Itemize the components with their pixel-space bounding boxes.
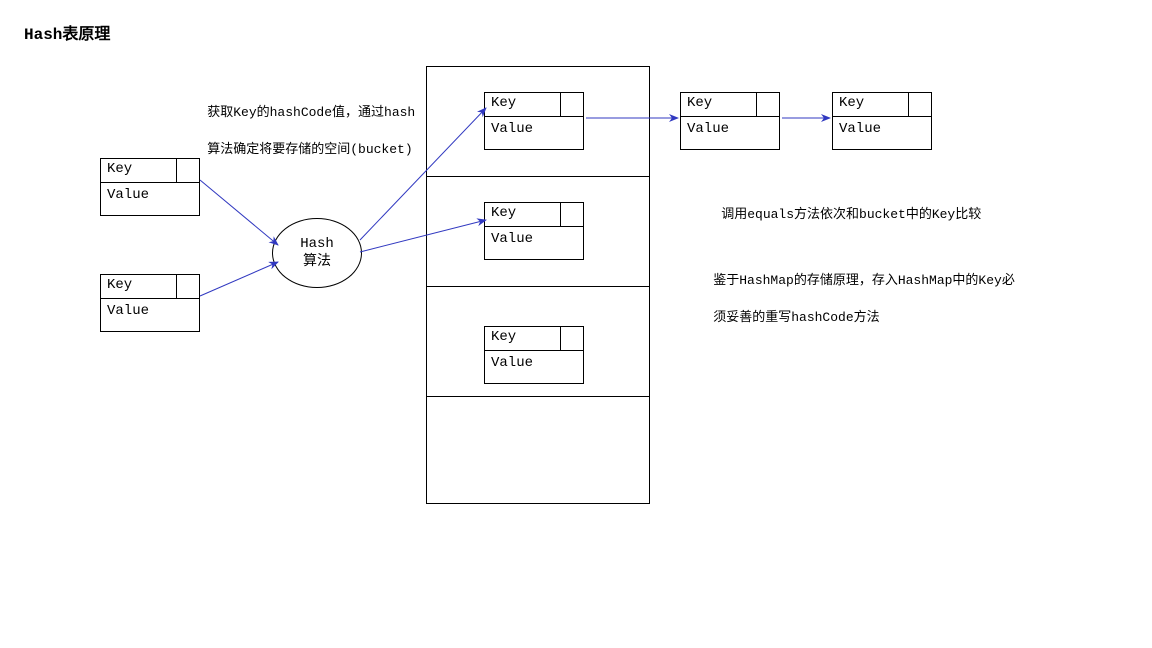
input-kv-1-value: Value	[101, 183, 199, 215]
bucket-kv-2-ptr	[561, 327, 583, 350]
bucket-kv-1: Key Value	[484, 202, 584, 260]
bucket-kv-0-value: Value	[485, 117, 583, 149]
diagram-title: Hash表原理	[24, 20, 110, 44]
diagram-stage: Hash表原理 获取Key的hashCode值，通过hash 算法确定将要存储的…	[0, 0, 1152, 648]
chain-kv-2-key: Key	[833, 93, 909, 116]
input-kv-1-ptr	[177, 159, 199, 182]
chain-kv-1: Key Value	[680, 92, 780, 150]
chain-kv-2: Key Value	[832, 92, 932, 150]
input-kv-2-value: Value	[101, 299, 199, 331]
bucket-kv-2: Key Value	[484, 326, 584, 384]
input-kv-2-key: Key	[101, 275, 177, 298]
chain-kv-1-key: Key	[681, 93, 757, 116]
note-hashmap-line1: 鉴于HashMap的存储原理，存入HashMap中的Key必	[713, 273, 1015, 288]
bucket-kv-0-ptr	[561, 93, 583, 116]
arrow-kv2-to-hash	[200, 262, 278, 296]
bucket-kv-0: Key Value	[484, 92, 584, 150]
bucket-kv-1-ptr	[561, 203, 583, 226]
note-hashmap-line2: 须妥善的重写hashCode方法	[713, 310, 879, 325]
bucket-kv-1-value: Value	[485, 227, 583, 259]
arrow-kv1-to-hash	[200, 180, 278, 245]
bucket-kv-2-key: Key	[485, 327, 561, 350]
note-hashcode: 获取Key的hashCode值，通过hash 算法确定将要存储的空间(bucke…	[176, 86, 415, 177]
note-hashmap: 鉴于HashMap的存储原理，存入HashMap中的Key必 须妥善的重写has…	[682, 254, 1015, 345]
chain-kv-1-value: Value	[681, 117, 779, 149]
bucket-kv-1-key: Key	[485, 203, 561, 226]
note-equals: 调用equals方法依次和bucket中的Key比较	[690, 188, 981, 243]
note-hashcode-line1: 获取Key的hashCode值，通过hash	[207, 105, 415, 120]
bucket-kv-2-value: Value	[485, 351, 583, 383]
input-kv-1: Key Value	[100, 158, 200, 216]
input-kv-2: Key Value	[100, 274, 200, 332]
bucket-slot-3	[427, 397, 649, 505]
input-kv-2-ptr	[177, 275, 199, 298]
chain-kv-2-ptr	[909, 93, 931, 116]
chain-kv-1-ptr	[757, 93, 779, 116]
input-kv-1-key: Key	[101, 159, 177, 182]
hash-algorithm-node: Hash 算法	[272, 218, 362, 288]
hash-label-line2: 算法	[303, 254, 331, 270]
note-hashcode-line2: 算法确定将要存储的空间(bucket)	[207, 142, 412, 157]
note-equals-text: 调用equals方法依次和bucket中的Key比较	[721, 207, 981, 222]
bucket-kv-0-key: Key	[485, 93, 561, 116]
hash-label-line1: Hash	[300, 236, 334, 252]
chain-kv-2-value: Value	[833, 117, 931, 149]
